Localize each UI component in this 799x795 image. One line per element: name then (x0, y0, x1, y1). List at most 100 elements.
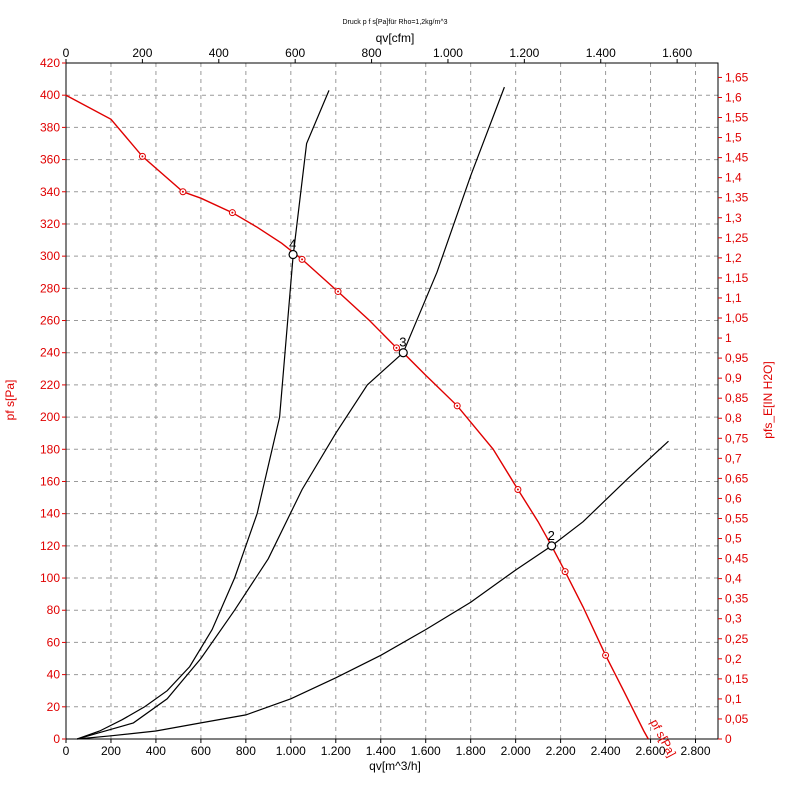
operating-point-label: 4 (289, 237, 296, 252)
x2-tick-label: 400 (209, 46, 229, 60)
x2-axis-title: qv[cfm] (376, 31, 415, 45)
x-tick-label: 2.600 (636, 744, 666, 758)
x2-tick-label: 1.400 (586, 46, 616, 60)
y2-tick-label: 1 (725, 331, 732, 345)
y-tick-label: 20 (47, 700, 61, 714)
x-tick-label: 600 (191, 744, 211, 758)
y-tick-label: 360 (40, 153, 60, 167)
x-axis-top: 0 200 400 600 800 1.000 1.200 1.400 1.600 (63, 46, 692, 63)
x2-tick-label: 0 (63, 46, 70, 60)
y-tick-label: 160 (40, 474, 60, 488)
y2-tick-label: 0,1 (725, 692, 742, 706)
x2-tick-label: 1.200 (509, 46, 539, 60)
y-tick-label: 60 (47, 635, 61, 649)
y2-tick-label: 1,05 (725, 311, 749, 325)
operating-point-label: 3 (399, 335, 406, 350)
fan-curve-marker-dot (456, 404, 459, 407)
x-tick-label: 200 (101, 744, 121, 758)
x-tick-label: 1.400 (366, 744, 396, 758)
y2-tick-label: 0,9 (725, 371, 742, 385)
y-tick-label: 0 (53, 732, 60, 746)
y-tick-label: 140 (40, 507, 60, 521)
x-tick-label: 1.200 (321, 744, 351, 758)
y2-tick-label: 0,35 (725, 592, 749, 606)
y2-tick-label: 0,8 (725, 411, 742, 425)
x-tick-label: 0 (63, 744, 70, 758)
y2-tick-label: 0,7 (725, 451, 742, 465)
fan-curve-marker-dot (337, 290, 340, 293)
y-tick-label: 100 (40, 571, 60, 585)
y2-tick-label: 0,2 (725, 652, 742, 666)
y-axis-right: 0 0,05 0,1 0,15 0,2 0,25 0,3 0,35 0,4 0,45 0,5 0,55… (718, 70, 749, 746)
y2-tick-label: 0,05 (725, 712, 749, 726)
y2-tick-label: 0 (725, 732, 732, 746)
fan-curve-marker-dot (301, 258, 304, 261)
y-tick-label: 80 (47, 603, 61, 617)
y2-tick-label: 1,2 (725, 251, 742, 265)
x-tick-label: 2.400 (591, 744, 621, 758)
fan-curve-marker-dot (181, 190, 184, 193)
y2-tick-label: 0,15 (725, 672, 749, 686)
fan-curve-marker-dot (516, 488, 519, 491)
fan-curve-marker-dot (141, 155, 144, 158)
y2-tick-label: 1,5 (725, 131, 742, 145)
x2-tick-label: 600 (285, 46, 305, 60)
y-tick-label: 40 (47, 668, 61, 682)
x-tick-label: 2.000 (501, 744, 531, 758)
x-axis-title: qv[m^3/h] (369, 759, 421, 773)
y-tick-label: 340 (40, 185, 60, 199)
y-tick-label: 420 (40, 56, 60, 70)
y2-tick-label: 1,35 (725, 191, 749, 205)
x-tick-label: 400 (146, 744, 166, 758)
x-axis-bottom: 0 200 400 600 800 1.000 1.200 1.400 1.600 1.800 2.… (63, 739, 711, 758)
plot-frame (65, 62, 719, 740)
y-tick-label: 260 (40, 314, 60, 328)
x2-tick-label: 800 (362, 46, 382, 60)
y2-axis-title: pfs_E[IN H2O] (761, 361, 775, 438)
y-tick-label: 180 (40, 442, 60, 456)
x-tick-label: 2.800 (681, 744, 711, 758)
y-tick-label: 240 (40, 346, 60, 360)
y2-tick-label: 1,25 (725, 231, 749, 245)
y-tick-label: 200 (40, 410, 60, 424)
y2-tick-label: 0,3 (725, 612, 742, 626)
system-curves (76, 86, 669, 740)
operating-point-label: 2 (548, 528, 555, 543)
y-tick-label: 280 (40, 281, 60, 295)
y-tick-label: 300 (40, 249, 60, 263)
fan-curve-marker-dot (604, 654, 607, 657)
y2-tick-label: 0,75 (725, 431, 749, 445)
fan-curve-marker-dot (564, 570, 567, 573)
y2-tick-label: 0,65 (725, 471, 749, 485)
fan-curve-marker-dot (231, 211, 234, 214)
y-tick-label: 320 (40, 217, 60, 231)
x2-tick-label: 200 (132, 46, 152, 60)
operating-point-marker (547, 541, 557, 551)
operating-point-marker (398, 348, 408, 358)
y2-tick-label: 1,3 (725, 211, 742, 225)
x2-tick-label: 1.600 (662, 46, 692, 60)
y2-tick-label: 1,65 (725, 70, 749, 84)
y-tick-label: 120 (40, 539, 60, 553)
system-curve-line (77, 440, 669, 740)
y-tick-label: 220 (40, 378, 60, 392)
grid-lines (66, 62, 718, 739)
y-tick-label: 380 (40, 120, 60, 134)
system-curve-line (77, 86, 505, 740)
y2-tick-label: 0,85 (725, 391, 749, 405)
y2-tick-label: 0,6 (725, 491, 742, 505)
y2-tick-label: 1,45 (725, 151, 749, 165)
x-tick-label: 1.800 (456, 744, 486, 758)
y2-tick-label: 0,4 (725, 572, 742, 586)
y2-tick-label: 1,55 (725, 111, 749, 125)
y2-tick-label: 0,25 (725, 632, 749, 646)
y2-tick-label: 0,95 (725, 351, 749, 365)
y2-tick-label: 1,15 (725, 271, 749, 285)
y-axis-title: pf s[Pa] (3, 380, 17, 421)
operating-point-marker (288, 249, 298, 260)
operating-points: 4 3 2 (288, 237, 557, 551)
y-tick-label: 400 (40, 88, 60, 102)
x-tick-label: 1.000 (276, 744, 306, 758)
chart-title: Druck p f s[Pa]für Rho=1,2kg/m^3 (342, 19, 447, 26)
